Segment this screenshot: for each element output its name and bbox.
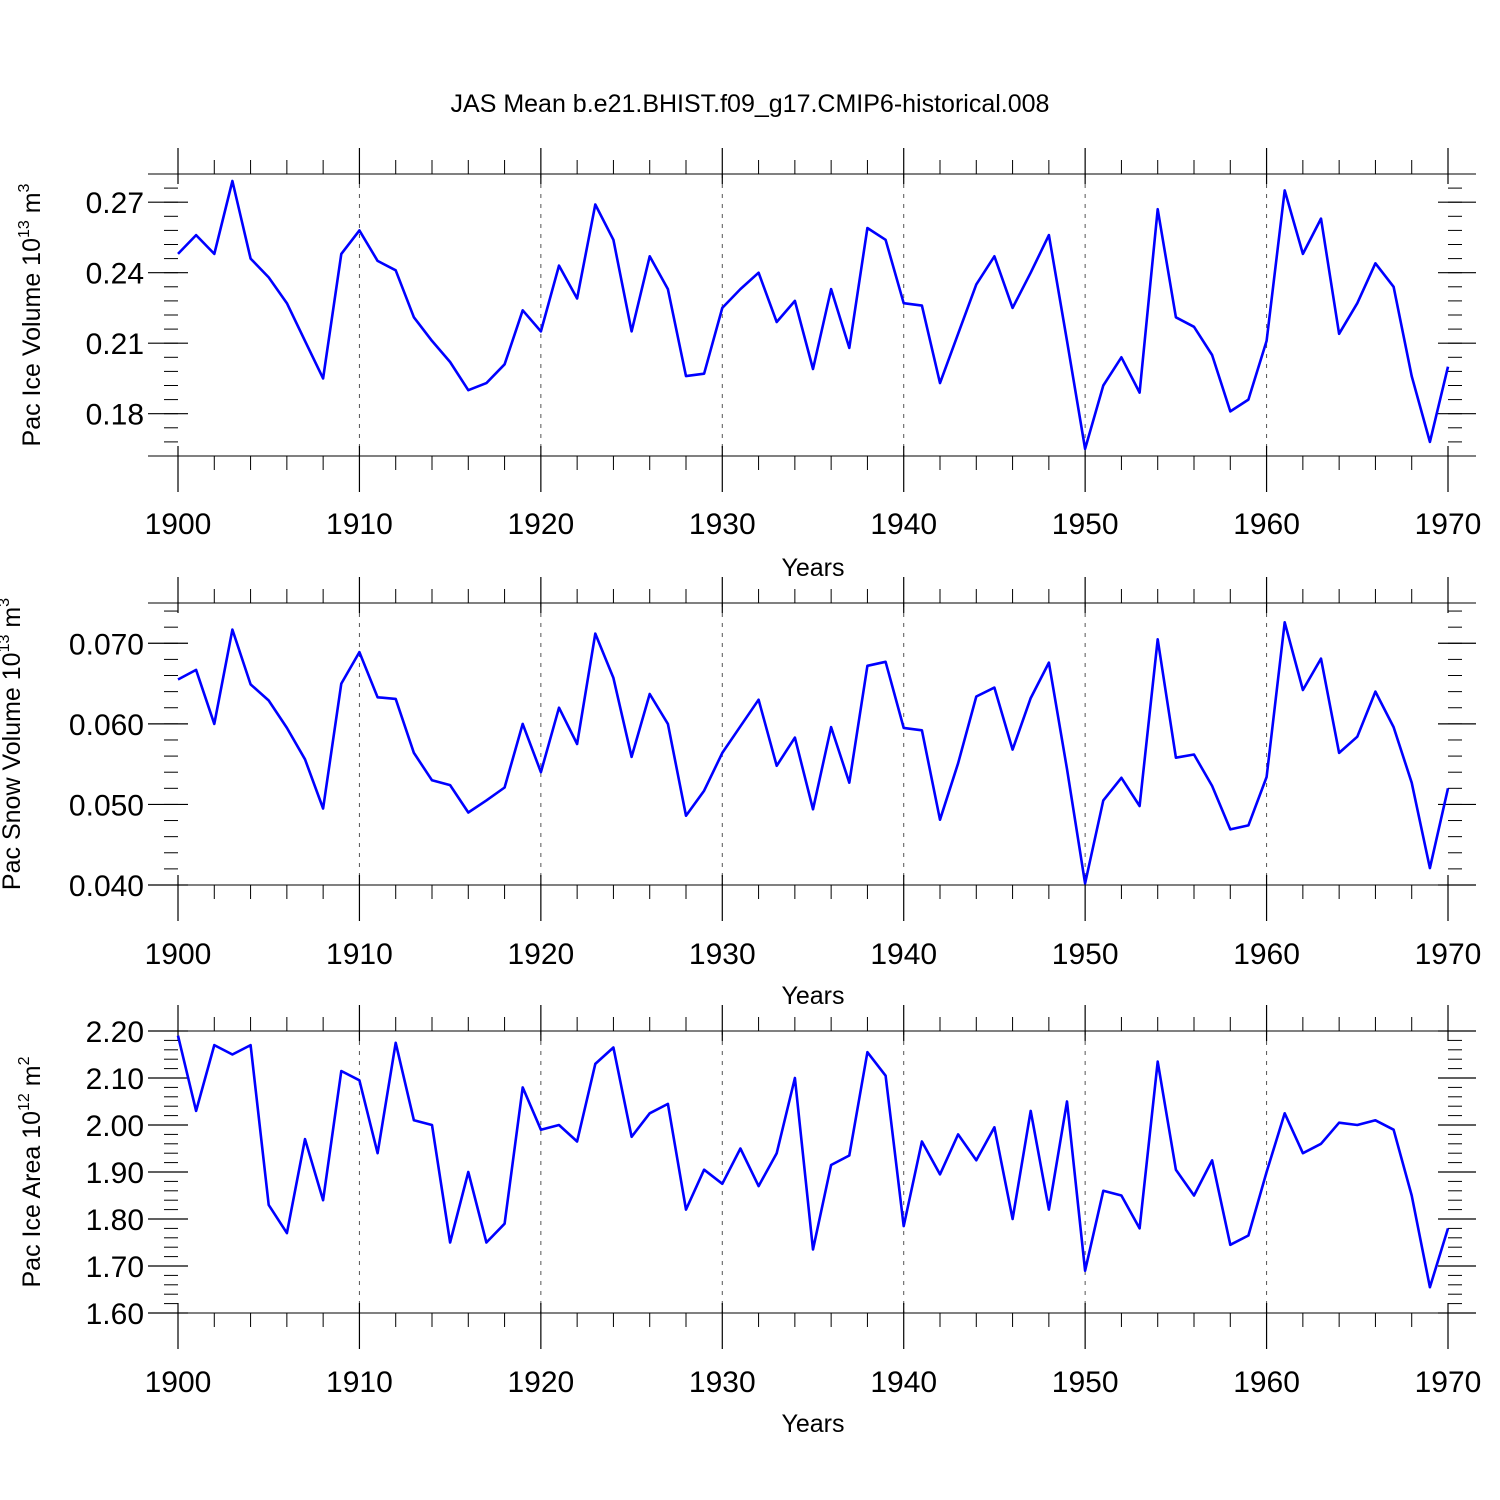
x-tick-label: 1930 bbox=[689, 1366, 756, 1399]
chart-panel-3: 1900 1910 1920 1930 1940 1950 1960 1970 1.60 1.70… bbox=[16, 1005, 1481, 1438]
y-tick-label: 0.050 bbox=[69, 789, 144, 822]
x-tick-label: 1920 bbox=[507, 508, 574, 541]
x-tick-label: 1970 bbox=[1415, 508, 1482, 541]
x-tick-label: 1920 bbox=[507, 1366, 574, 1399]
x-tick-label: 1960 bbox=[1233, 508, 1300, 541]
y-axis-title-exponent: 12 bbox=[16, 1093, 33, 1111]
y-axis-title-exponent: 13 bbox=[16, 220, 33, 238]
y-tick-label: 2.20 bbox=[86, 1016, 144, 1049]
x-tick-label: 1950 bbox=[1052, 1366, 1119, 1399]
x-tick-label: 1970 bbox=[1415, 938, 1482, 971]
y-tick-label: 0.060 bbox=[69, 709, 144, 742]
x-tick-label: 1960 bbox=[1233, 1366, 1300, 1399]
y-tick-label: 1.80 bbox=[86, 1204, 144, 1237]
y-axis-title-main: Pac Ice Volume 10 bbox=[18, 238, 46, 446]
y-axis-title-unit-exponent: 3 bbox=[0, 598, 13, 607]
y-tick-label: 1.70 bbox=[86, 1251, 144, 1284]
data-line-pac-snow-volume bbox=[177, 620, 1450, 885]
x-tick-label: 1920 bbox=[507, 938, 574, 971]
x-axis-title: Years bbox=[781, 1410, 844, 1438]
y-axis-title-unit-exponent: 2 bbox=[16, 1056, 33, 1065]
data-line-pac-ice-area bbox=[176, 1035, 1450, 1289]
y-tick-label: 2.10 bbox=[86, 1063, 144, 1096]
y-tick-label: 0.040 bbox=[69, 870, 144, 903]
x-tick-label: 1910 bbox=[326, 1366, 393, 1399]
chart-panel-2: 1900 1910 1920 1930 1940 1950 1960 1970 0.040 0.0… bbox=[0, 577, 1481, 1010]
x-tick-label: 1900 bbox=[145, 508, 212, 541]
chart-panels: 1900 1910 1920 1930 1940 1950 1960 1970 0.18 0.21… bbox=[0, 148, 1481, 1438]
y-tick-label: 1.60 bbox=[86, 1298, 144, 1331]
chart-title: JAS Mean b.e21.BHIST.f09_g17.CMIP6-histo… bbox=[451, 90, 1050, 118]
x-tick-label: 1940 bbox=[870, 1366, 937, 1399]
y-tick-label: 0.18 bbox=[86, 399, 144, 432]
x-axis-title: Years bbox=[781, 554, 844, 582]
x-tick-label: 1930 bbox=[689, 508, 756, 541]
y-tick-label: 0.070 bbox=[69, 628, 144, 661]
x-tick-label: 1940 bbox=[870, 938, 937, 971]
x-tick-label: 1910 bbox=[326, 938, 393, 971]
y-tick-label: 0.24 bbox=[86, 258, 144, 291]
x-tick-label: 1960 bbox=[1233, 938, 1300, 971]
x-tick-label: 1950 bbox=[1052, 508, 1119, 541]
y-axis-title-main: Pac Snow Volume 10 bbox=[0, 652, 26, 890]
data-line-pac-ice-volume bbox=[177, 179, 1450, 451]
x-tick-label: 1930 bbox=[689, 938, 756, 971]
x-tick-label: 1950 bbox=[1052, 938, 1119, 971]
y-axis-title-main: Pac Ice Area 10 bbox=[18, 1111, 46, 1288]
y-tick-label: 1.90 bbox=[86, 1157, 144, 1190]
y-axis-title-unit: m bbox=[18, 1065, 46, 1093]
y-axis-title: Pac Ice Area 1012 m2 bbox=[16, 1056, 46, 1287]
y-tick-label: 2.00 bbox=[86, 1110, 144, 1143]
y-tick-label: 0.21 bbox=[86, 328, 144, 361]
y-axis-title-unit-exponent: 3 bbox=[16, 183, 33, 192]
x-tick-label: 1970 bbox=[1415, 1366, 1482, 1399]
chart-panel-1: 1900 1910 1920 1930 1940 1950 1960 1970 0.18 0.21… bbox=[16, 148, 1481, 582]
x-tick-label: 1910 bbox=[326, 508, 393, 541]
y-tick-label: 0.27 bbox=[86, 187, 144, 220]
y-axis-title: Pac Ice Volume 1013 m3 bbox=[16, 183, 46, 446]
y-axis-title-unit: m bbox=[0, 607, 26, 635]
y-axis-title: Pac Snow Volume 1013 m3 bbox=[0, 598, 26, 890]
y-axis-title-unit: m bbox=[18, 192, 46, 220]
x-axis-title: Years bbox=[781, 982, 844, 1010]
x-tick-label: 1900 bbox=[145, 1366, 212, 1399]
x-tick-label: 1900 bbox=[145, 938, 212, 971]
y-axis-title-exponent: 13 bbox=[0, 635, 13, 653]
x-tick-label: 1940 bbox=[870, 508, 937, 541]
